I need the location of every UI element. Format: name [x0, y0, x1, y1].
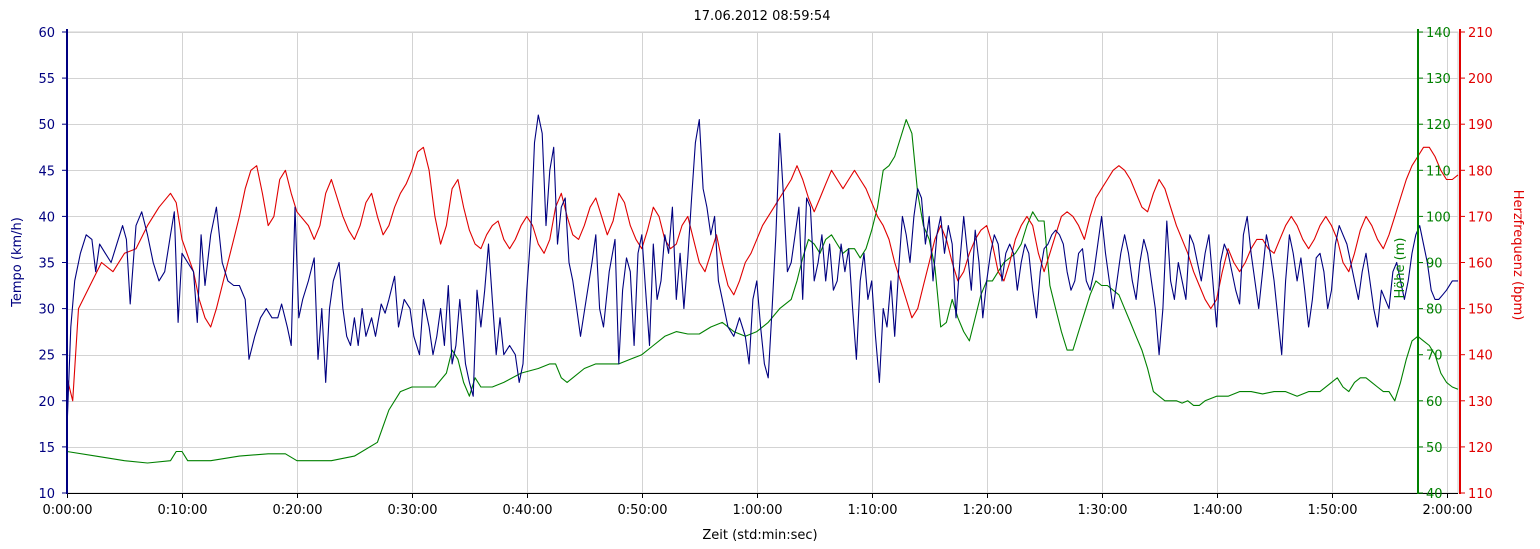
tempo-tick-label: 10: [38, 487, 55, 502]
x-tick-label: 0:40:00: [502, 503, 552, 518]
x-tick-label: 0:30:00: [387, 503, 437, 518]
tempo-tick-label: 25: [38, 349, 55, 364]
x-tick-label: 1:50:00: [1307, 503, 1357, 518]
x-axis-title: Zeit (std:min:sec): [702, 528, 817, 543]
axes-layer: 0:00:00 0:10:00 0:20:00 0:30:00 0:40:00 0:50:…: [38, 26, 1492, 518]
tempo-tick-label: 15: [38, 441, 55, 456]
tempo-tick-label: 45: [38, 164, 55, 179]
hf-tick-label: 200: [1468, 72, 1493, 87]
tempo-tick-label: 35: [38, 257, 55, 272]
hf-tick-label: 210: [1468, 26, 1493, 41]
tempo-tick-label: 50: [38, 118, 55, 133]
hoehe-tick-label: 90: [1426, 257, 1443, 272]
hoehe-tick-label: 70: [1426, 349, 1443, 364]
x-tick-label: 1:10:00: [847, 503, 897, 518]
x-tick-label: 1:00:00: [732, 503, 782, 518]
hoehe-tick-label: 40: [1426, 487, 1443, 502]
hf-tick-label: 120: [1468, 441, 1493, 456]
tempo-tick-label: 20: [38, 395, 55, 410]
series-layer: [66, 114, 1459, 464]
tempo-series-line: [66, 114, 1458, 429]
hf-tick-label: 190: [1468, 118, 1493, 133]
hoehe-tick-label: 100: [1426, 210, 1451, 225]
hoehe-tick-label: 80: [1426, 303, 1443, 318]
x-tick-label: 1:40:00: [1192, 503, 1242, 518]
hf-tick-label: 160: [1468, 257, 1493, 272]
hf-tick-label: 140: [1468, 349, 1493, 364]
tempo-tick-label: 60: [38, 26, 55, 41]
x-tick-label: 0:00:00: [42, 503, 92, 518]
x-tick-label: 0:20:00: [272, 503, 322, 518]
hoehe-tick-label: 140: [1426, 26, 1451, 41]
x-tick-label: 1:20:00: [962, 503, 1012, 518]
tempo-tick-label: 30: [38, 303, 55, 318]
grid: [66, 31, 1459, 494]
hoehe-tick-label: 50: [1426, 441, 1443, 456]
hoehe-axis-title: Höhe (m): [1393, 238, 1408, 299]
x-tick-label: 1:30:00: [1077, 503, 1127, 518]
hf-tick-label: 180: [1468, 164, 1493, 179]
plot-area: [66, 31, 1459, 494]
x-tick-label: 0:50:00: [617, 503, 667, 518]
tempo-axis-title: Tempo (km/h): [10, 217, 25, 308]
x-tick-label: 0:10:00: [157, 503, 207, 518]
herzfrequenz-axis-title: Herzfrequenz (bpm): [1510, 190, 1525, 321]
chart-title: 17.06.2012 08:59:54: [694, 9, 831, 24]
tempo-tick-label: 55: [38, 72, 55, 87]
x-tick-label: 2:00:00: [1422, 503, 1472, 518]
hoehe-tick-label: 120: [1426, 118, 1451, 133]
hf-tick-label: 150: [1468, 303, 1493, 318]
hf-tick-label: 110: [1468, 487, 1493, 502]
hf-series-line: [66, 146, 1459, 402]
hoehe-series-line: [66, 119, 1459, 464]
hoehe-tick-label: 60: [1426, 395, 1443, 410]
tempo-tick-label: 40: [38, 210, 55, 225]
hf-tick-label: 170: [1468, 210, 1493, 225]
hf-tick-label: 130: [1468, 395, 1493, 410]
hoehe-tick-label: 130: [1426, 72, 1451, 87]
hoehe-tick-label: 110: [1426, 164, 1451, 179]
